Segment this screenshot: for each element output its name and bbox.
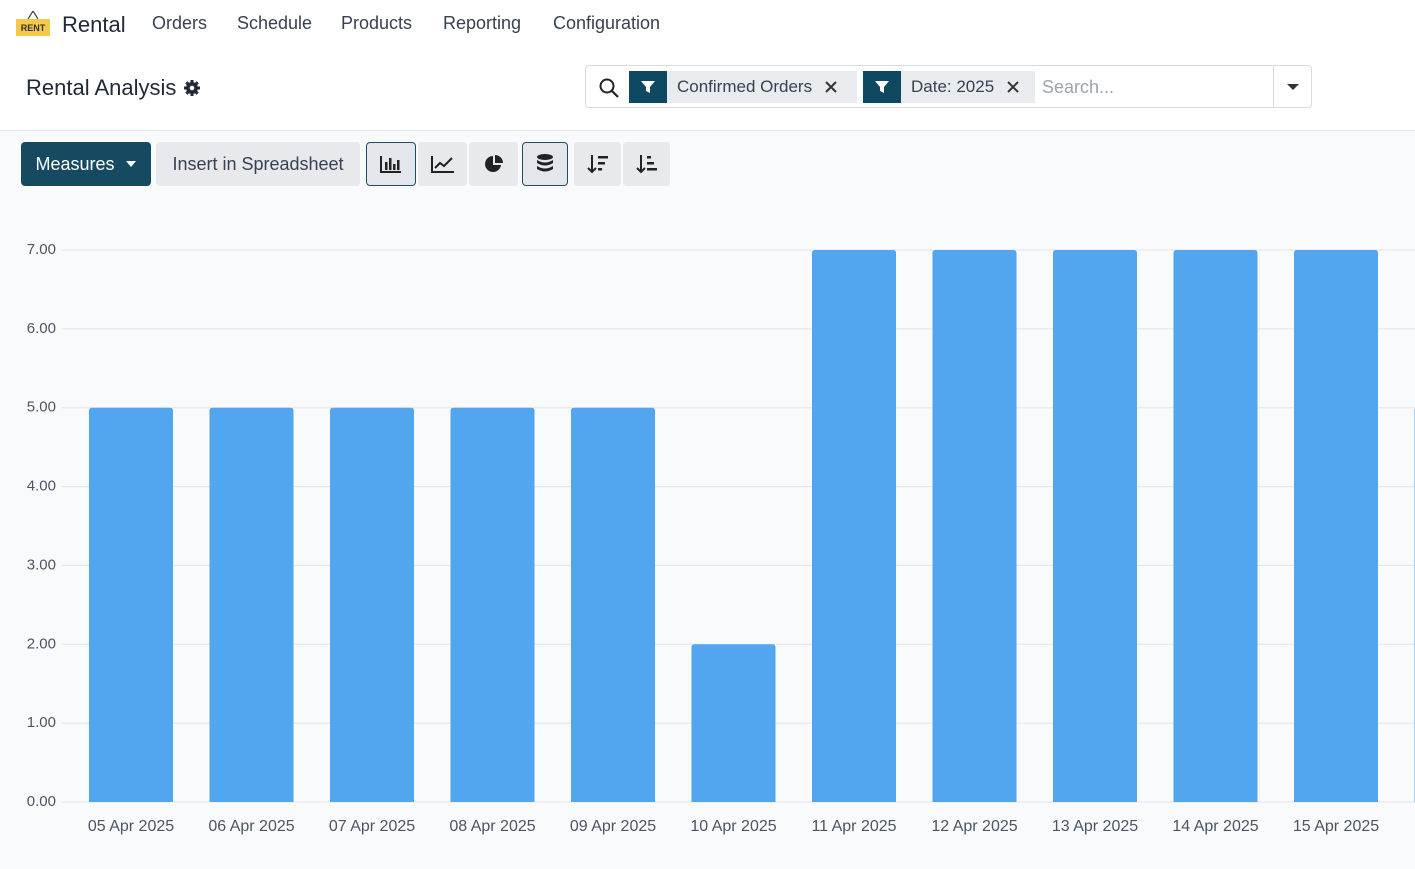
y-tick-label: 7.00 [27, 241, 56, 258]
search-icon[interactable] [598, 77, 620, 99]
menu-item[interactable]: Products [341, 13, 413, 33]
bar [932, 250, 1017, 802]
x-tick-label: 15 Apr 2025 [1293, 818, 1379, 835]
x-tick-label: 07 Apr 2025 [329, 818, 415, 835]
bar [89, 407, 173, 802]
x-tick-label: 06 Apr 2025 [208, 818, 294, 835]
x-tick-label: 13 Apr 2025 [1052, 818, 1138, 835]
bar [330, 407, 414, 802]
bar [571, 407, 655, 802]
sort-desc-button[interactable] [574, 142, 621, 186]
menu-item[interactable]: Reporting [443, 13, 522, 33]
bar [1173, 250, 1258, 802]
header: RENT Rental Orders Schedule Products Rep… [0, 0, 1415, 131]
facet-remove[interactable] [824, 80, 838, 94]
x-tick-label: 09 Apr 2025 [570, 818, 656, 835]
facet-remove[interactable] [1006, 80, 1020, 94]
y-tick-label: 5.00 [27, 399, 56, 416]
menu-item[interactable]: Schedule [237, 13, 313, 33]
y-tick-label: 4.00 [27, 478, 56, 495]
app-logo: RENT [16, 10, 50, 36]
button-label: Insert in Spreadsheet [172, 153, 344, 174]
search-placeholder[interactable]: Search... [1042, 77, 1115, 97]
bar [691, 644, 776, 802]
x-tick-label: 11 Apr 2025 [811, 818, 896, 835]
pie-chart-button[interactable] [469, 142, 518, 186]
logo-text: RENT [21, 23, 46, 33]
menu-item[interactable]: Orders [152, 13, 208, 33]
sort-asc-button[interactable] [623, 142, 670, 186]
y-tick-label: 6.00 [27, 320, 56, 337]
button-label: Measures [35, 153, 115, 174]
facet-label: Date: 2025 [911, 77, 995, 96]
x-tick-label: 10 Apr 2025 [690, 818, 776, 835]
y-tick-label: 3.00 [27, 556, 56, 573]
separator [1273, 66, 1274, 107]
y-tick-label: 2.00 [27, 635, 56, 652]
app-name[interactable]: Rental [62, 12, 126, 37]
x-tick-label: 08 Apr 2025 [449, 818, 535, 835]
bar [812, 250, 896, 802]
x-tick-label: 14 Apr 2025 [1172, 818, 1258, 835]
x-tick-label: 05 Apr 2025 [88, 818, 174, 835]
bar [450, 407, 535, 802]
x-tick-label: 12 Apr 2025 [931, 818, 1017, 835]
facet: Date: 2025 [863, 71, 1035, 103]
breadcrumb: Rental Analysis [26, 75, 177, 100]
line-chart-button[interactable] [418, 142, 467, 186]
dropdown-toggle[interactable] [1285, 82, 1301, 92]
bar-chart-button[interactable] [366, 142, 416, 186]
bar [1294, 250, 1378, 802]
facet-label: Confirmed Orders [677, 77, 813, 96]
bar [209, 407, 294, 802]
gear-icon[interactable] [183, 79, 201, 97]
insert-button[interactable]: Insert in Spreadsheet [156, 142, 360, 186]
measures-button[interactable]: Measures [21, 142, 151, 186]
y-tick-label: 0.00 [27, 793, 56, 810]
menu-item[interactable]: Configuration [553, 13, 661, 33]
y-tick-label: 1.00 [27, 714, 56, 731]
facet: Confirmed Orders [629, 71, 857, 103]
bar [1053, 250, 1137, 802]
stacked-button[interactable] [522, 142, 568, 186]
